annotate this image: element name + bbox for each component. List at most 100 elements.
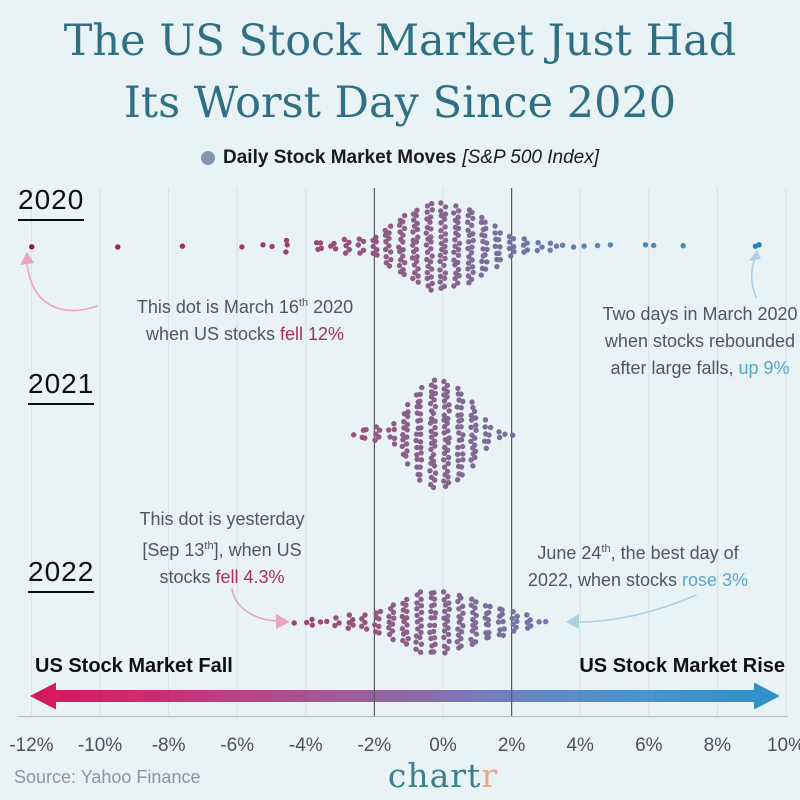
dot [441,378,447,385]
dot [454,477,461,483]
dot [405,413,411,420]
dot [469,222,475,228]
dot [455,266,462,273]
annotation-sep-13-2022-fall: This dot is yesterday [Sep 13th], when US… [139,506,304,591]
beeswarm-2022 [291,589,549,656]
dot [401,618,407,625]
annotation-line: 2022, when stocks rose 3% [528,567,748,594]
dot [472,625,479,631]
dot [359,616,365,622]
year-label-2022: 2022 [28,556,95,593]
dot [442,608,448,614]
dot [336,620,342,626]
annotation-line: [Sep 13th], when US [139,533,304,564]
dot [527,617,533,623]
dot [455,225,462,232]
year-label-2021: 2021 [28,368,95,405]
dot [309,616,315,623]
dot [410,275,416,282]
dot [478,272,484,278]
dot [465,266,471,272]
dot [483,445,489,451]
dot [427,400,434,407]
dot [642,242,649,248]
dot [459,443,466,450]
dot [432,384,438,390]
dot [400,437,406,443]
annotation-text: stocks [159,567,216,587]
dot [455,232,461,238]
dot [432,418,438,424]
dot [400,432,406,438]
dot [402,260,408,266]
dot [524,240,530,246]
dot [309,622,315,628]
dot [386,613,392,620]
dot [414,253,420,260]
logo-text-main: chart [387,756,482,795]
dot [417,589,424,595]
dot [417,464,423,470]
dot [417,431,424,437]
dot [318,245,324,251]
dot [455,252,462,258]
dot [497,257,503,263]
dot [432,443,438,449]
annotation-june-24-2022-rise: June 24th, the best day of 2022, when sto… [528,536,748,594]
dot [387,223,394,229]
left-arrowhead-icon [30,682,56,710]
dot [496,250,502,256]
dot [460,610,466,616]
chart-title: The US Stock Market Just Had Its Worst D… [0,10,800,134]
dot [388,249,394,255]
dot [432,470,439,476]
dot [446,408,452,414]
dot [472,435,478,441]
dot [29,244,35,250]
dot [468,417,475,423]
dot [441,457,447,463]
dot [510,609,516,615]
dot [370,243,376,250]
dot [432,403,439,410]
dot [514,613,520,619]
source-credit: Source: Yahoo Finance [14,767,201,787]
dot [373,424,379,430]
arrowhead-icon [276,614,290,629]
dot [431,590,437,596]
dot [404,622,410,628]
dot [441,262,447,268]
dot [455,219,461,226]
annotation-text: th [601,543,611,555]
dot [484,259,490,265]
dot [431,622,438,628]
legend: Daily Stock Market Moves [S&P 500 Index] [0,147,800,169]
dot [346,612,352,618]
dot [355,242,361,248]
dot [430,451,437,458]
dot [466,239,472,245]
dot [485,634,492,640]
dot [404,448,410,454]
dot [333,615,339,621]
chartr-logo: chartr [0,756,800,795]
dot [452,275,458,282]
dot [470,231,476,237]
dot [458,464,465,470]
dot [500,618,506,625]
dot [391,615,397,621]
dot [473,422,479,428]
dot [376,630,382,636]
dot [445,631,452,638]
dot [403,453,409,459]
dot [511,248,517,255]
dot [437,267,443,273]
dot [495,619,502,625]
dot [460,432,466,438]
dot [414,207,420,213]
dot [469,209,475,216]
dot [446,402,452,408]
dot [414,600,420,606]
dot [485,617,492,623]
